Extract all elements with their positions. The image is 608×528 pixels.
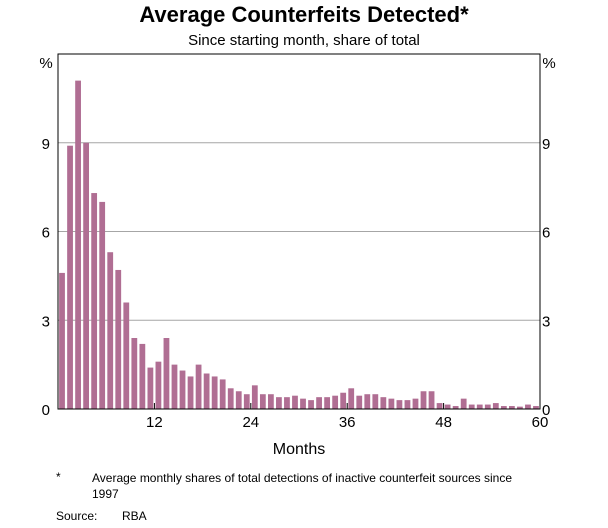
y-tick-label-left: 0: [42, 402, 50, 419]
bar-month-28: [276, 397, 282, 409]
y-tick-label-left: 9: [42, 136, 50, 153]
bar-month-10: [131, 338, 138, 409]
bar-month-25: [251, 385, 258, 409]
bar-series: [59, 80, 539, 410]
x-tick-label: 48: [435, 414, 452, 431]
plot-frame: [57, 53, 541, 410]
bar-month-34: [324, 397, 331, 409]
y-axis-unit-left: %: [39, 55, 52, 72]
bar-month-52: [468, 404, 475, 409]
bar-month-12: [147, 367, 154, 409]
bar-month-54: [484, 404, 491, 409]
bar-month-14: [163, 338, 170, 409]
bar-month-35: [332, 395, 339, 409]
bar-month-6: [99, 201, 106, 409]
source-label: Source:: [56, 509, 98, 523]
bar-month-17: [187, 376, 194, 409]
footnote-marker: *: [56, 470, 61, 484]
bar-month-16: [179, 370, 186, 409]
chart-title: Average Counterfeits Detected*: [139, 2, 469, 27]
bar-month-41: [380, 397, 387, 409]
bar-month-7: [107, 252, 114, 409]
bar-month-1: [59, 272, 65, 409]
bar-month-45: [412, 398, 419, 409]
bar-month-2: [67, 145, 73, 410]
bar-month-3: [75, 80, 81, 409]
y-tick-label-right: 0: [542, 402, 550, 419]
bar-month-33: [316, 397, 322, 409]
bar-month-36: [340, 392, 347, 409]
bar-month-59: [525, 404, 531, 409]
bar-month-32: [308, 400, 314, 409]
bar-month-37: [348, 388, 355, 409]
bar-month-29: [284, 397, 290, 409]
bar-month-47: [428, 391, 435, 409]
bar-month-19: [203, 373, 210, 409]
bar-month-56: [500, 406, 507, 409]
x-tick-label: 12: [146, 414, 163, 431]
x-tick-label: 24: [242, 414, 259, 431]
bar-month-51: [460, 398, 467, 409]
bar-month-26: [259, 394, 266, 409]
bar-month-49: [444, 404, 451, 409]
source-value: RBA: [122, 509, 147, 523]
y-axis-labels: 0 0 3 3 6 6 9 9: [42, 136, 551, 419]
bar-month-11: [139, 343, 146, 409]
y-tick-label-left: 3: [42, 313, 50, 330]
y-tick-label-right: 3: [542, 313, 550, 330]
y-tick-label-left: 6: [42, 225, 50, 242]
bar-month-55: [492, 403, 499, 409]
bar-month-30: [292, 395, 298, 409]
x-axis-title: Months: [273, 441, 325, 458]
bar-month-27: [267, 394, 274, 409]
x-axis-ticks: [153, 403, 541, 409]
x-tick-label: 36: [339, 414, 356, 431]
bar-month-43: [396, 400, 403, 409]
bar-month-50: [452, 406, 459, 409]
bar-month-48: [436, 403, 443, 409]
bar-month-8: [115, 269, 122, 409]
bar-month-9: [123, 302, 130, 409]
bar-month-58: [517, 406, 523, 409]
bar-month-20: [211, 376, 218, 409]
bar-month-42: [388, 398, 395, 409]
bar-month-21: [219, 379, 226, 409]
x-axis-labels: 12 24 36 48 60: [146, 414, 548, 431]
bar-month-22: [227, 388, 234, 409]
bar-month-46: [420, 391, 427, 409]
bar-month-31: [300, 398, 306, 409]
bar-month-39: [364, 394, 371, 409]
chart-subtitle: Since starting month, share of total: [188, 32, 420, 49]
y-axis-unit-right: %: [542, 55, 555, 72]
bar-month-5: [91, 193, 98, 409]
bar-month-57: [508, 406, 515, 409]
y-tick-label-right: 6: [542, 225, 550, 242]
bar-month-23: [235, 391, 242, 409]
bar-month-24: [243, 394, 250, 409]
bar-month-40: [372, 394, 379, 409]
bar-month-18: [195, 364, 202, 409]
x-tick-label: 60: [532, 414, 549, 431]
bar-month-38: [356, 395, 363, 409]
bar-month-13: [155, 361, 162, 409]
bar-month-53: [476, 404, 483, 409]
bar-month-15: [171, 364, 178, 409]
bar-month-60: [533, 406, 539, 409]
y-tick-label-right: 9: [542, 136, 550, 153]
bar-month-4: [83, 142, 90, 409]
gridlines: [58, 142, 540, 321]
footnote-text: Average monthly shares of total detectio…: [92, 471, 513, 501]
bar-month-44: [404, 400, 411, 409]
